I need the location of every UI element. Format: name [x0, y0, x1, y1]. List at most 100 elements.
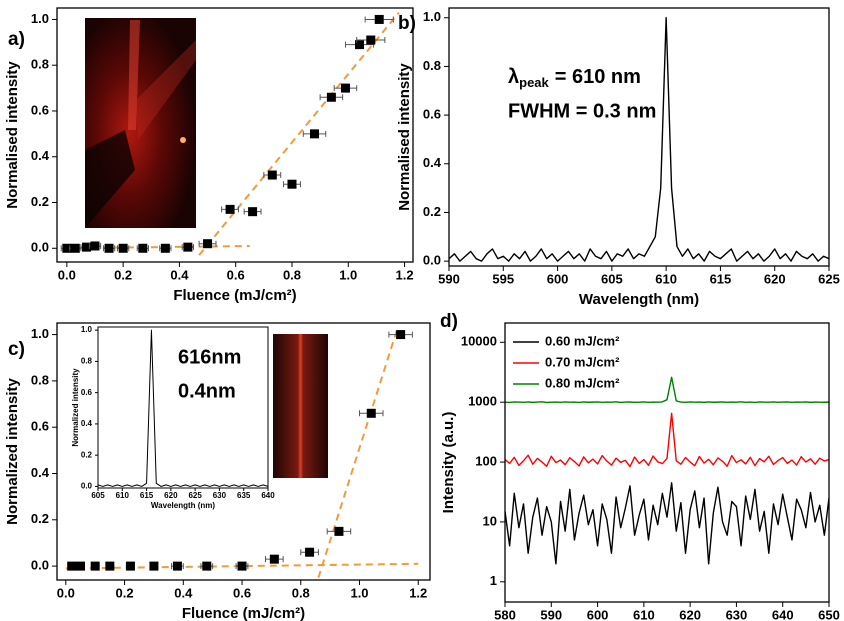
- y-tick-label: 10: [483, 513, 497, 528]
- marker: [75, 561, 85, 571]
- plot-area: [60, 11, 400, 256]
- annotation: 0.4nm: [178, 380, 236, 402]
- x-tick-label: 600: [547, 271, 569, 286]
- y-tick-label: 0.8: [31, 57, 49, 72]
- y-tick-label: 0.2: [31, 194, 49, 209]
- x-tick-label: 1.2: [396, 267, 414, 282]
- x-tick-label: 630: [213, 491, 227, 500]
- fit-line: [317, 327, 399, 578]
- x-axis-label: Wavelength (nm): [579, 291, 699, 308]
- x-tick-label: 615: [710, 271, 732, 286]
- x-tick-label: 0.2: [116, 585, 134, 600]
- marker: [125, 561, 135, 571]
- y-tick-label: 0.6: [31, 102, 49, 117]
- annotation: FWHM = 0.3 nm: [508, 100, 656, 122]
- x-tick-label: 620: [164, 491, 178, 500]
- marker: [326, 92, 336, 102]
- y-tick-label: 0.4: [31, 148, 50, 163]
- x-tick-label: 650: [818, 607, 840, 621]
- marker: [310, 129, 320, 139]
- marker: [105, 561, 115, 571]
- series-line: [505, 376, 829, 404]
- marker: [149, 561, 159, 571]
- photo-a-beam: [136, 40, 196, 140]
- x-tick-label: 0.4: [170, 267, 189, 282]
- panel: 605 610 615 620 625 630 635 640 0.0 0.2 0.4 0.6 0.8 1…: [71, 325, 275, 510]
- marker: [374, 14, 384, 24]
- inset-background: [98, 327, 268, 488]
- legend-label: 0.80 mJ/cm²: [545, 375, 620, 390]
- series-line: [98, 329, 268, 487]
- y-tick-label: 0.6: [81, 388, 93, 397]
- marker: [225, 204, 235, 214]
- axis-frame: [448, 7, 830, 267]
- y-tick-label: 1000: [468, 394, 497, 409]
- annotation: λpeak = 610 nm: [508, 66, 641, 90]
- marker: [334, 526, 344, 536]
- photo-c: [273, 334, 328, 478]
- plot-area: [449, 17, 829, 262]
- photo-a-beam: [128, 20, 140, 130]
- marker: [340, 83, 350, 93]
- y-tick-label: 0.4: [31, 465, 50, 480]
- y-axis-label: Normalized intensity: [71, 368, 80, 447]
- x-tick-label: 605: [601, 271, 623, 286]
- x-axis-label: Fluence (mJ/cm²): [182, 605, 305, 621]
- x-tick-label: 640: [261, 491, 275, 500]
- annotation-subscript: peak: [519, 75, 549, 90]
- legend-label: 0.60 mJ/cm²: [545, 333, 620, 348]
- legend-label: 0.70 mJ/cm²: [545, 354, 620, 369]
- axis-frame: [97, 326, 269, 489]
- marker: [366, 408, 376, 418]
- y-axis-label: Intensity (a.u.): [440, 412, 457, 514]
- x-tick-label: 625: [188, 491, 202, 500]
- y-axis-label: Normalized intensity: [4, 377, 21, 524]
- panel: 590 595 600 605 610 615 620 625 0.0 0.2 0.4 0.6 0.8 1…: [396, 7, 840, 308]
- x-axis-label: Fluence (mJ/cm²): [173, 287, 296, 304]
- x-tick-label: 595: [492, 271, 514, 286]
- y-axis-label: Normalised intensity: [4, 61, 21, 209]
- x-tick-label: 580: [494, 607, 516, 621]
- panel: 0.0 0.2 0.4 0.6 0.8 1.0 1.2 0.0 0.2 0.4 0.6 0.8 1.0 F…: [4, 322, 431, 621]
- marker: [203, 239, 213, 249]
- x-tick-label: 1.0: [350, 585, 368, 600]
- y-tick-label: 1.0: [31, 11, 49, 26]
- marker: [67, 561, 77, 571]
- x-tick-label: 600: [587, 607, 609, 621]
- annotation-symbol: λ: [508, 66, 519, 88]
- y-tick-label: 0.8: [423, 58, 441, 73]
- plot-area: [505, 376, 829, 565]
- y-tick-label: 1.0: [31, 326, 49, 341]
- x-tick-label: 610: [116, 491, 130, 500]
- panel: 0.0 0.2 0.4 0.6 0.8 1.0 1.2 0.0 0.2 0.4 0.6 0.8 1.0 F…: [4, 7, 414, 304]
- plot-area: [98, 329, 268, 487]
- marker: [355, 40, 365, 50]
- marker: [183, 242, 193, 252]
- panel: 580590600610620630640650110100100010000W…: [440, 311, 840, 621]
- y-tick-label: 0.4: [81, 419, 93, 428]
- marker: [305, 547, 315, 557]
- x-tick-label: 620: [764, 271, 786, 286]
- y-tick-label: 100: [475, 453, 497, 468]
- marker: [90, 241, 100, 251]
- photo-a-spot: [180, 137, 186, 143]
- x-tick-label: 0.8: [283, 267, 301, 282]
- x-axis-label: Wavelength (nm): [151, 501, 215, 510]
- y-tick-label: 0.2: [31, 511, 49, 526]
- series-line: [505, 482, 829, 565]
- series-line: [505, 412, 829, 468]
- marker: [237, 561, 247, 571]
- x-tick-label: 0.6: [227, 267, 245, 282]
- y-axis-label: Normalised intensity: [396, 63, 413, 211]
- x-tick-label: 625: [818, 271, 840, 286]
- marker: [82, 242, 92, 252]
- x-tick-label: 0.8: [292, 585, 310, 600]
- y-tick-label: 0.4: [423, 155, 442, 170]
- marker: [62, 243, 72, 253]
- y-tick-label: 0.8: [81, 356, 93, 365]
- x-tick-label: 1.0: [339, 267, 357, 282]
- plot-area: [65, 327, 419, 578]
- marker: [172, 561, 182, 571]
- x-tick-label: 605: [91, 491, 105, 500]
- x-tick-label: 590: [540, 607, 562, 621]
